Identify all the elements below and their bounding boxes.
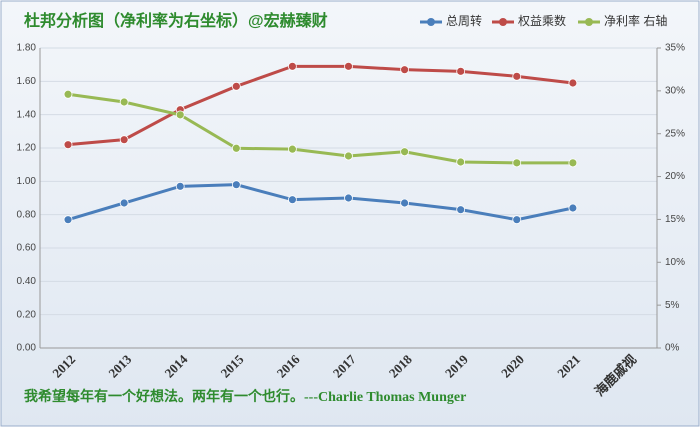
y2-tick-label: 0% — [665, 343, 680, 354]
y2-tick-label: 35% — [665, 43, 685, 54]
y2-tick-label: 10% — [665, 257, 685, 268]
y-tick-label: 1.80 — [17, 43, 37, 54]
legend-label: 总周转 — [446, 13, 482, 28]
chart-title: 杜邦分析图（净利率为右坐标）@宏赫臻财 — [24, 11, 328, 30]
data-point — [344, 151, 353, 161]
legend-label: 权益乘数 — [518, 13, 566, 28]
data-point — [119, 198, 129, 208]
data-point — [400, 198, 409, 208]
y2-tick-label: 25% — [665, 128, 685, 139]
data-point — [512, 71, 522, 81]
y-tick-label: 0.40 — [17, 276, 37, 287]
data-point — [400, 147, 409, 157]
data-point — [63, 140, 73, 150]
legend-label: 净利率 右轴 — [604, 13, 667, 28]
data-point — [175, 181, 185, 191]
data-point — [512, 215, 522, 225]
data-point — [568, 78, 578, 88]
data-point — [568, 158, 578, 168]
data-point — [456, 66, 466, 76]
legend-marker — [585, 18, 593, 26]
series-line — [67, 92, 573, 165]
y-tick-label: 0.00 — [17, 343, 37, 354]
footnote: 我希望每年有一个好想法。两年有一个也行。---Charlie Thomas Mu… — [24, 388, 466, 405]
y2-tick-label: 30% — [665, 85, 685, 96]
y2-tick-label: 5% — [665, 300, 680, 311]
data-point — [568, 203, 578, 213]
data-point — [288, 61, 297, 71]
data-point — [344, 61, 353, 71]
y-tick-label: 0.20 — [17, 309, 37, 320]
y-tick-label: 0.80 — [17, 209, 37, 220]
data-point — [512, 158, 522, 168]
y-tick-label: 0.60 — [17, 243, 37, 254]
data-point — [231, 143, 241, 153]
y2-tick-label: 15% — [665, 214, 685, 225]
data-point — [231, 81, 241, 91]
data-point — [288, 195, 297, 205]
data-point — [400, 65, 409, 75]
data-point — [119, 135, 129, 145]
data-point — [344, 193, 353, 203]
y2-tick-label: 20% — [665, 171, 685, 182]
data-point — [119, 97, 129, 107]
y-tick-label: 1.60 — [17, 76, 37, 87]
data-point — [63, 215, 73, 225]
legend-marker — [427, 18, 435, 26]
series-line — [67, 64, 574, 147]
legend-marker — [499, 18, 507, 26]
series-line — [67, 183, 574, 222]
y-tick-label: 1.40 — [17, 109, 37, 120]
data-point — [456, 157, 466, 167]
y-tick-label: 1.00 — [17, 176, 37, 187]
data-point — [63, 89, 73, 99]
y-tick-label: 1.20 — [17, 143, 37, 154]
data-point — [288, 144, 297, 154]
data-point — [175, 110, 185, 120]
data-point — [231, 180, 241, 190]
data-point — [456, 205, 466, 215]
